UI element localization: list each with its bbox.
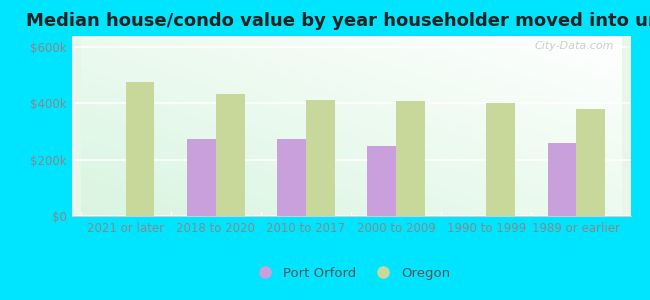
Bar xyxy=(486,103,515,216)
Bar xyxy=(396,101,425,216)
Bar xyxy=(547,143,577,216)
Bar xyxy=(187,139,216,216)
Bar xyxy=(306,100,335,216)
Bar xyxy=(577,109,605,216)
Text: City-Data.com: City-Data.com xyxy=(534,41,614,51)
Bar xyxy=(367,146,396,216)
Title: Median house/condo value by year householder moved into unit: Median house/condo value by year househo… xyxy=(26,12,650,30)
Bar xyxy=(125,82,155,216)
Legend: Port Orford, Oregon: Port Orford, Oregon xyxy=(246,261,456,285)
Bar xyxy=(216,94,244,216)
Bar xyxy=(277,139,306,216)
